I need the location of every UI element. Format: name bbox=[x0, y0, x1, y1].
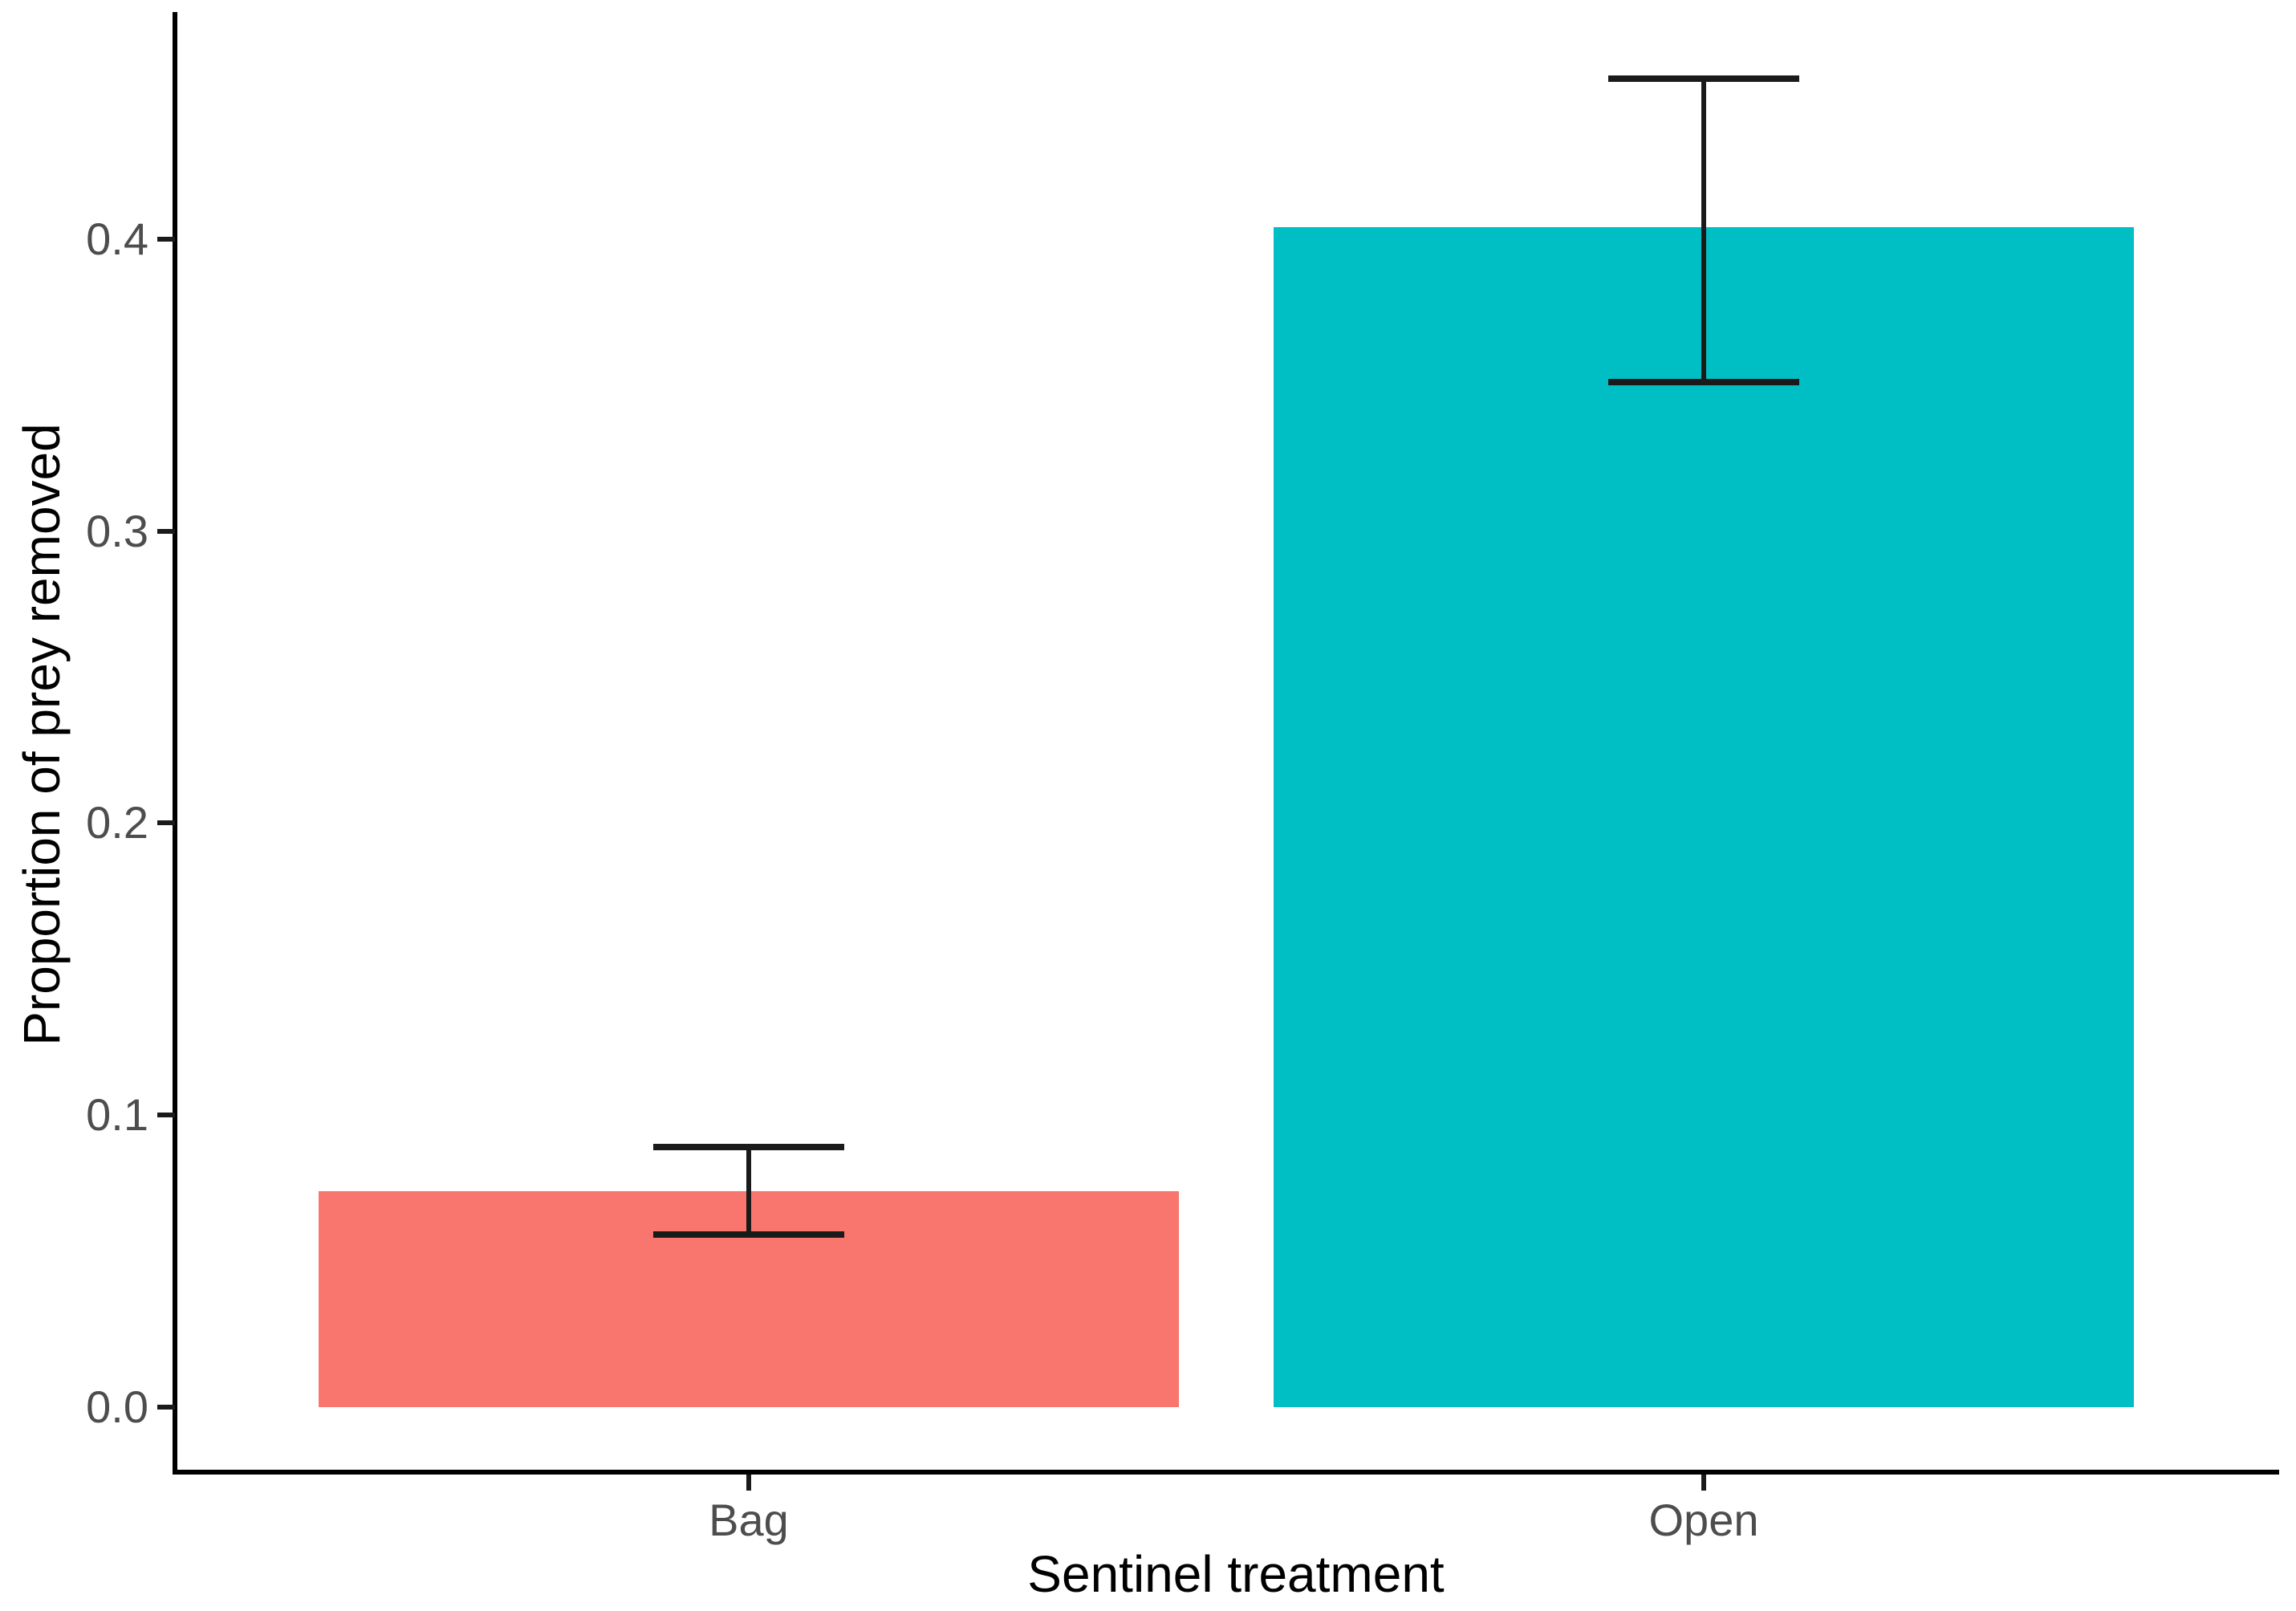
error-bar-cap-lower-bag bbox=[653, 1231, 844, 1238]
error-bar-cap-lower-open bbox=[1608, 379, 1799, 385]
x-axis-title: Sentinel treatment bbox=[1027, 1545, 1445, 1603]
error-bar-line-bag bbox=[746, 1147, 751, 1235]
y-tick-label: 0.0 bbox=[86, 1381, 148, 1432]
bar-open bbox=[1274, 227, 2134, 1407]
error-bar-cap-upper-bag bbox=[653, 1144, 844, 1150]
x-axis-line bbox=[173, 1470, 2279, 1475]
x-tick-label-open: Open bbox=[1648, 1495, 1759, 1545]
y-tick-label: 0.4 bbox=[86, 214, 148, 264]
y-tick-mark bbox=[157, 1113, 175, 1117]
error-bar-line-open bbox=[1701, 79, 1706, 382]
y-axis-title: Proportion of prey removed bbox=[13, 423, 71, 1046]
y-axis-line bbox=[173, 12, 177, 1475]
y-tick-mark bbox=[157, 529, 175, 534]
y-tick-label: 0.2 bbox=[86, 797, 148, 848]
y-tick-mark bbox=[157, 1405, 175, 1410]
y-tick-label: 0.3 bbox=[86, 506, 148, 556]
error-bar-cap-upper-open bbox=[1608, 75, 1799, 82]
x-tick-mark bbox=[746, 1475, 751, 1491]
y-tick-mark bbox=[157, 237, 175, 242]
y-tick-label: 0.1 bbox=[86, 1089, 148, 1140]
x-tick-label-bag: Bag bbox=[709, 1495, 789, 1545]
y-tick-mark bbox=[157, 820, 175, 825]
x-tick-mark bbox=[1701, 1475, 1706, 1491]
